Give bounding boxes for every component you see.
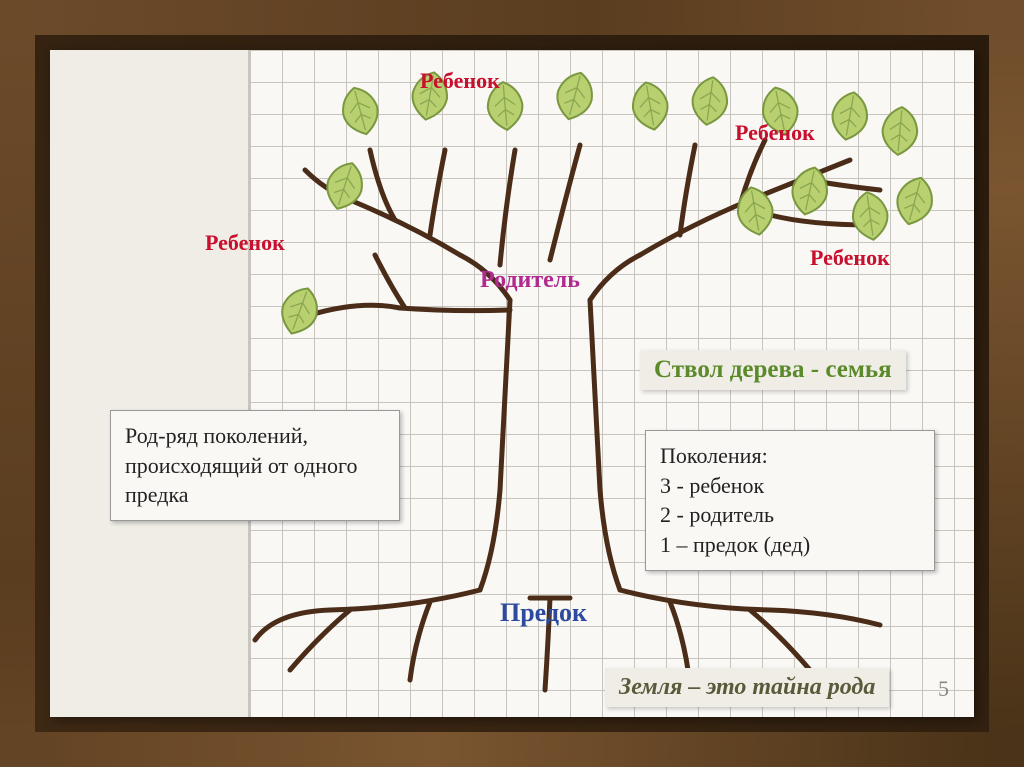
rod-definition-text: Род-ряд поколений, происходящий от одног…	[125, 423, 357, 507]
generations-line2: 2 - родитель	[660, 500, 920, 530]
side-column	[50, 50, 250, 717]
generations-line1: 1 – предок (дед)	[660, 530, 920, 560]
leaf-icon	[725, 178, 786, 242]
leaf-icon	[620, 73, 681, 137]
leaf-icon	[680, 69, 739, 132]
generations-box: Поколения: 3 - ребенок 2 - родитель 1 – …	[645, 430, 935, 571]
rod-definition-box: Род-ряд поколений, происходящий от одног…	[110, 410, 400, 521]
child-label-mid-right: Ребенок	[810, 245, 890, 271]
page-number: 5	[938, 676, 949, 702]
trunk-title-box: Ствол дерева - семья	[640, 350, 906, 390]
leaf-icon	[872, 100, 929, 160]
paper-canvas: Ребенок Ребенок Ребенок Ребенок Родитель…	[50, 50, 974, 717]
ground-title-box: Земля – это тайна рода	[605, 668, 889, 707]
parent-label: Родитель	[480, 267, 580, 294]
child-label-mid-left: Ребенок	[205, 230, 285, 256]
child-label-top-right: Ребенок	[735, 120, 815, 146]
ancestor-label: Предок	[500, 598, 587, 628]
leaf-icon	[820, 83, 881, 147]
child-label-top-left: Ребенок	[420, 68, 500, 94]
generations-heading: Поколения:	[660, 441, 920, 471]
generations-line3: 3 - ребенок	[660, 471, 920, 501]
